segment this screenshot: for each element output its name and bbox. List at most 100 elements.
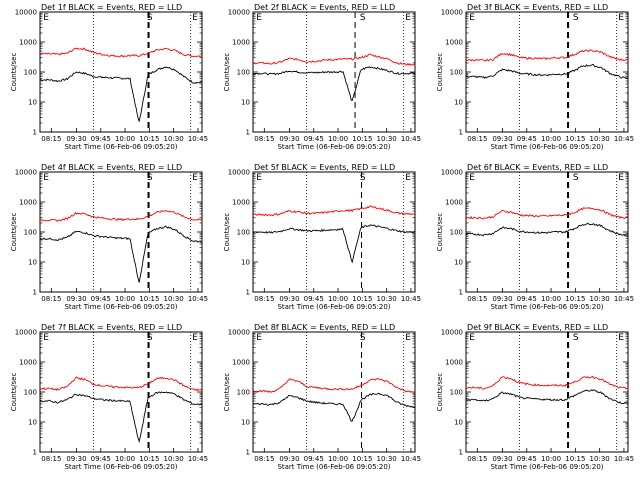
x-tick-label: 10:00 bbox=[115, 135, 135, 143]
y-tick-label: 1 bbox=[459, 289, 463, 297]
events-series-line bbox=[252, 392, 416, 422]
panel-det-9: Det 9f BLACK = Events, RED = LLD 1 10 100 10… bbox=[436, 323, 634, 471]
x-tick-label: 09:30 bbox=[66, 135, 86, 143]
y-axis-label: Counts/sec bbox=[223, 373, 231, 412]
x-tick-label: 10:15 bbox=[352, 455, 372, 463]
x-tick-label: 10:15 bbox=[565, 135, 585, 143]
x-tick-label: 09:45 bbox=[517, 135, 537, 143]
x-axis-label: Start Time (06-Feb-06 09:05:20) bbox=[490, 303, 603, 311]
y-tick-label: 10 bbox=[454, 259, 463, 267]
y-tick-label: 1 bbox=[33, 129, 37, 137]
x-tick-label: 08:15 bbox=[254, 455, 274, 463]
event-marker: E bbox=[405, 333, 411, 343]
panel-title: Det 4f BLACK = Events, RED = LLD bbox=[41, 163, 182, 172]
y-tick-label: 1000 bbox=[445, 39, 463, 47]
y-tick-label: 10000 bbox=[15, 169, 37, 177]
event-marker: E bbox=[618, 173, 624, 183]
y-axis-label: Counts/sec bbox=[436, 373, 444, 412]
x-tick-label: 09:45 bbox=[304, 455, 324, 463]
y-tick-label: 10000 bbox=[228, 329, 250, 337]
x-tick-label: 10:45 bbox=[401, 295, 421, 303]
x-axis-label: Start Time (06-Feb-06 09:05:20) bbox=[64, 143, 177, 151]
panel-title: Det 1f BLACK = Events, RED = LLD bbox=[41, 3, 182, 12]
panel-title: Det 7f BLACK = Events, RED = LLD bbox=[41, 323, 182, 332]
y-tick-label: 10 bbox=[241, 99, 250, 107]
y-tick-label: 10 bbox=[454, 419, 463, 427]
x-tick-label: 10:45 bbox=[188, 295, 208, 303]
event-marker: E bbox=[43, 13, 49, 23]
y-tick-label: 1000 bbox=[232, 199, 250, 207]
event-marker: S bbox=[573, 13, 579, 23]
x-tick-label: 10:00 bbox=[328, 455, 348, 463]
y-tick-label: 100 bbox=[237, 229, 250, 237]
panel-title: Det 8f BLACK = Events, RED = LLD bbox=[254, 323, 395, 332]
x-tick-label: 09:30 bbox=[492, 135, 512, 143]
y-tick-label: 10 bbox=[28, 419, 37, 427]
y-tick-label: 10000 bbox=[15, 9, 37, 17]
x-tick-label: 09:30 bbox=[279, 295, 299, 303]
y-tick-label: 10 bbox=[454, 99, 463, 107]
x-tick-label: 10:00 bbox=[328, 295, 348, 303]
x-tick-label: 10:45 bbox=[188, 455, 208, 463]
events-series-line bbox=[465, 64, 629, 80]
lld-series-line bbox=[466, 375, 629, 390]
event-marker: E bbox=[469, 13, 475, 23]
x-axis-label: Start Time (06-Feb-06 09:05:20) bbox=[64, 463, 177, 471]
event-marker: E bbox=[618, 333, 624, 343]
events-series-line bbox=[465, 222, 629, 237]
y-tick-label: 1000 bbox=[232, 359, 250, 367]
event-marker: E bbox=[43, 173, 49, 183]
x-tick-label: 10:00 bbox=[115, 295, 135, 303]
events-series-line bbox=[39, 225, 203, 283]
x-tick-label: 10:30 bbox=[377, 135, 397, 143]
lld-series-line bbox=[466, 49, 629, 62]
event-marker: E bbox=[256, 173, 262, 183]
y-axis-label: Counts/sec bbox=[10, 213, 18, 252]
panel-det-3: Det 3f BLACK = Events, RED = LLD 1 10 100 10… bbox=[436, 3, 634, 151]
y-tick-label: 10000 bbox=[228, 169, 250, 177]
x-tick-label: 09:30 bbox=[279, 135, 299, 143]
panel-title: Det 9f BLACK = Events, RED = LLD bbox=[467, 323, 608, 332]
x-tick-label: 10:15 bbox=[139, 455, 159, 463]
events-series-line bbox=[39, 66, 203, 122]
y-tick-label: 1 bbox=[246, 449, 250, 457]
y-tick-label: 1 bbox=[246, 289, 250, 297]
x-tick-label: 10:30 bbox=[164, 295, 184, 303]
lld-series-line bbox=[39, 376, 203, 392]
event-marker: E bbox=[43, 333, 49, 343]
y-tick-label: 10000 bbox=[228, 9, 250, 17]
y-tick-label: 10 bbox=[241, 419, 250, 427]
y-tick-label: 100 bbox=[237, 69, 250, 77]
y-tick-label: 100 bbox=[237, 389, 250, 397]
y-axis-label: Counts/sec bbox=[10, 373, 18, 412]
y-tick-label: 10000 bbox=[441, 169, 463, 177]
lld-series-line bbox=[252, 53, 416, 66]
y-tick-label: 10000 bbox=[441, 9, 463, 17]
y-tick-label: 1 bbox=[459, 129, 463, 137]
panel-det-2: Det 2f BLACK = Events, RED = LLD 1 10 100 10… bbox=[223, 3, 421, 151]
x-tick-label: 10:45 bbox=[401, 135, 421, 143]
y-tick-label: 10000 bbox=[15, 329, 37, 337]
x-axis-label: Start Time (06-Feb-06 09:05:20) bbox=[490, 143, 603, 151]
x-axis-label: Start Time (06-Feb-06 09:05:20) bbox=[490, 463, 603, 471]
y-tick-label: 1000 bbox=[445, 199, 463, 207]
y-tick-label: 1000 bbox=[19, 39, 37, 47]
x-axis-label: Start Time (06-Feb-06 09:05:20) bbox=[277, 463, 390, 471]
x-tick-label: 10:15 bbox=[565, 455, 585, 463]
x-tick-label: 10:30 bbox=[164, 135, 184, 143]
y-axis-label: Counts/sec bbox=[10, 53, 18, 92]
lld-series-line bbox=[465, 207, 629, 220]
panel-det-6: Det 6f BLACK = Events, RED = LLD 1 10 100 10… bbox=[436, 163, 634, 311]
x-tick-label: 08:15 bbox=[467, 455, 487, 463]
plot-frame bbox=[39, 331, 203, 453]
x-tick-label: 09:30 bbox=[492, 295, 512, 303]
panel-det-8: Det 8f BLACK = Events, RED = LLD 1 10 100 10… bbox=[223, 323, 421, 471]
x-tick-label: 08:15 bbox=[254, 295, 274, 303]
y-tick-label: 10000 bbox=[441, 329, 463, 337]
x-tick-label: 09:30 bbox=[279, 455, 299, 463]
events-series-line bbox=[39, 391, 203, 444]
y-tick-label: 1000 bbox=[19, 359, 37, 367]
event-marker: S bbox=[360, 173, 366, 183]
event-marker: E bbox=[618, 13, 624, 23]
